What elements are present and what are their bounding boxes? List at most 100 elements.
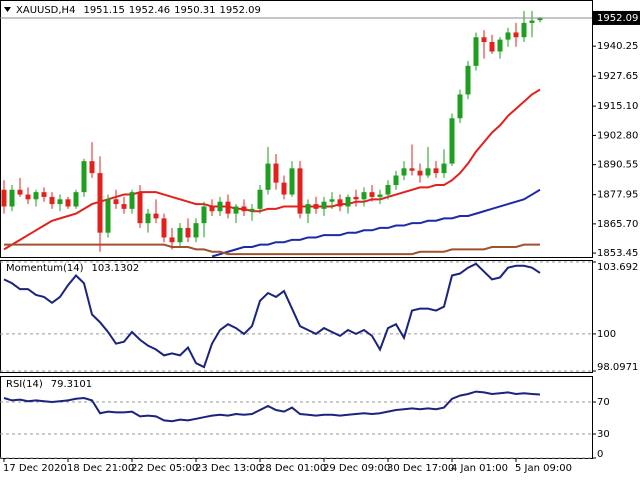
candle-body <box>113 199 119 205</box>
candle-body <box>25 194 31 200</box>
candle-body <box>273 163 279 183</box>
candle-body <box>353 196 359 200</box>
panel-value: 1952.09 <box>220 5 261 16</box>
candle-body <box>153 213 159 219</box>
y-tick-label: 1915.10 <box>597 101 638 112</box>
x-tick-label: 29 Dec 09:00 <box>323 463 390 474</box>
panel-title: XAUUSD,H4 <box>16 5 75 16</box>
y-tick-label: 1890.55 <box>597 160 638 171</box>
y-tick-label: 1877.95 <box>597 190 638 201</box>
panel-title: RSI(14) <box>6 379 43 390</box>
candle-body <box>249 208 255 212</box>
candle-body <box>233 206 239 214</box>
candle-body <box>481 37 487 42</box>
candle-body <box>417 170 423 176</box>
y-tick-label: 70 <box>597 397 610 408</box>
x-tick-label: 22 Dec 05:00 <box>131 463 198 474</box>
x-tick-label: 5 Jan 09:00 <box>515 463 572 474</box>
x-tick-label: 4 Jan 01:00 <box>451 463 508 474</box>
candle-body <box>121 204 127 209</box>
y-tick-label: 30 <box>597 429 610 440</box>
candle-body <box>409 168 415 171</box>
candle-body <box>537 17 543 21</box>
candle-body <box>497 39 503 52</box>
indicator-line <box>3 390 541 423</box>
candle-body <box>473 37 479 66</box>
candle-body <box>17 189 23 195</box>
y-tick-label: 103.692 <box>597 262 638 273</box>
y-tick-label: 1927.65 <box>597 71 638 82</box>
candle-body <box>393 175 399 186</box>
candle-body <box>201 206 207 224</box>
candle-body <box>529 20 535 23</box>
candle-body <box>257 189 263 209</box>
x-tick-label: 30 Dec 17:00 <box>387 463 454 474</box>
x-tick-label: 23 Dec 13:00 <box>195 463 262 474</box>
candle-body <box>161 218 167 238</box>
y-tick-label: 1902.80 <box>597 130 638 141</box>
panel-value: 1950.31 <box>174 5 215 16</box>
candle-body <box>169 237 175 243</box>
candle-body <box>441 163 447 174</box>
candle-body <box>449 118 455 164</box>
candle-body <box>521 22 527 38</box>
candle-body <box>505 32 511 40</box>
candle-body <box>73 192 79 207</box>
y-tick-label: 1940.25 <box>597 41 638 52</box>
candle-body <box>513 32 519 38</box>
panel-value: 103.1302 <box>92 263 140 274</box>
candle-body <box>65 199 71 207</box>
x-tick-label: 28 Dec 01:00 <box>259 463 326 474</box>
candle-body <box>185 227 191 238</box>
candle-body <box>337 199 343 207</box>
candle-body <box>289 168 295 195</box>
y-tick-label: 0 <box>597 449 603 460</box>
candle-body <box>9 189 15 207</box>
candle-body <box>89 161 95 174</box>
candle-body <box>321 201 327 209</box>
y-tick-label: 98.0971 <box>597 362 638 373</box>
candle-body <box>345 196 351 207</box>
collapse-icon <box>4 7 11 12</box>
candle-body <box>305 204 311 214</box>
main-panel-frame <box>0 0 593 258</box>
candle-body <box>297 168 303 214</box>
candle-body <box>33 192 39 200</box>
candle-body <box>145 213 151 224</box>
candle-body <box>81 161 87 193</box>
candle-body <box>265 163 271 190</box>
candle-body <box>401 168 407 176</box>
candle-body <box>281 182 287 195</box>
candle-body <box>193 223 199 238</box>
candle-body <box>209 206 215 212</box>
candle-body <box>385 185 391 195</box>
candle-body <box>49 196 55 205</box>
y-tick-label: 1853.45 <box>597 248 638 259</box>
candle-body <box>457 94 463 119</box>
candle-body <box>41 192 47 197</box>
candle-body <box>105 199 111 233</box>
candle-body <box>425 168 431 176</box>
panel-title: Momentum(14) <box>6 263 84 274</box>
moving-average-line <box>3 88 541 251</box>
indicator-line <box>3 262 541 369</box>
candle-body <box>369 192 375 197</box>
panel-value: 1952.46 <box>129 5 170 16</box>
moving-average-line <box>4 243 540 256</box>
panel-value: 79.3101 <box>51 379 92 390</box>
candle-body <box>313 204 319 209</box>
candle-body <box>57 199 63 205</box>
candle-body <box>97 173 103 233</box>
y-tick-label: 100 <box>597 329 616 340</box>
price-tag-label: 1952.09 <box>597 13 638 24</box>
x-tick-label: 17 Dec 2020 <box>3 463 67 474</box>
panel-value: 1951.15 <box>83 5 124 16</box>
candle-body <box>361 192 367 200</box>
x-tick-label: 18 Dec 21:00 <box>67 463 134 474</box>
candle-body <box>241 206 247 212</box>
candle-body <box>433 168 439 174</box>
price-tag <box>593 10 640 25</box>
